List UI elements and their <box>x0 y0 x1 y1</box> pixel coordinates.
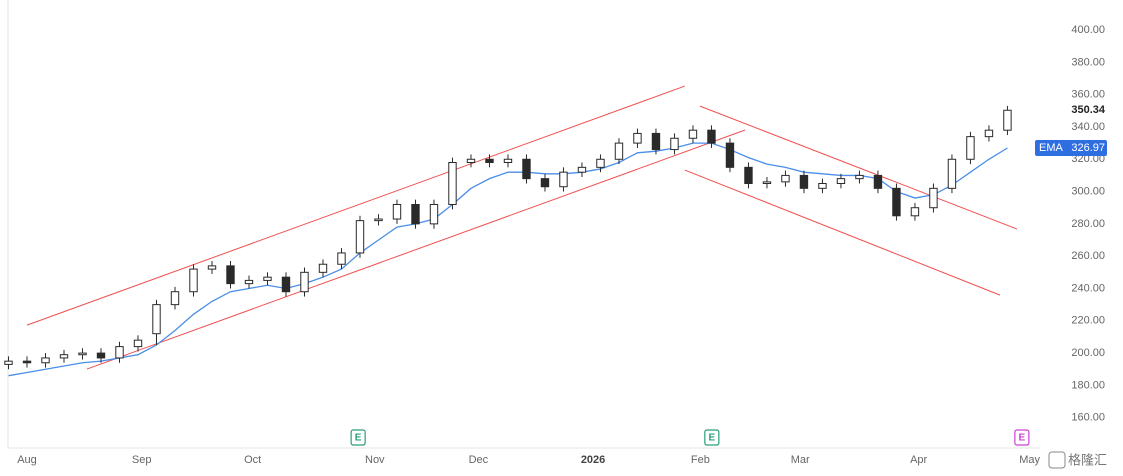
candle-body <box>429 203 439 225</box>
candle-body <box>984 129 994 138</box>
event-marker <box>350 429 366 446</box>
candle-body <box>762 181 772 184</box>
y-tick-label: 340.00 <box>1071 121 1105 133</box>
candle-body <box>133 339 143 348</box>
x-tick-label: Dec <box>469 454 489 466</box>
ema-tag-name: EMA <box>1039 142 1064 154</box>
x-tick-label: Aug <box>17 454 37 466</box>
event-marker <box>1014 429 1030 446</box>
candle-body <box>4 360 13 365</box>
candle-body <box>781 174 790 183</box>
y-tick-label: 160.00 <box>1071 412 1105 424</box>
candle-body <box>818 182 827 189</box>
candle-body <box>152 304 161 335</box>
candle-body <box>244 279 254 285</box>
candle-body <box>115 346 124 359</box>
candle-body <box>522 158 531 180</box>
candle-body <box>337 252 346 265</box>
plot-area <box>4 85 1018 377</box>
candle-body <box>448 161 457 205</box>
candle-body <box>96 352 106 359</box>
candle-body <box>799 174 809 189</box>
x-tick-label: May <box>1019 454 1040 466</box>
y-tick-label: 300.00 <box>1071 185 1105 197</box>
trend-line <box>26 85 685 326</box>
watermark-icon <box>1048 451 1066 469</box>
y-tick-label: 180.00 <box>1071 379 1105 391</box>
candle-body <box>614 142 624 160</box>
x-tick-label: Mar <box>791 454 810 466</box>
candle-body <box>725 142 735 168</box>
candle-body <box>688 129 698 139</box>
candle-body <box>189 268 198 293</box>
watermark-text: 格隆汇 <box>1068 452 1107 467</box>
y-tick-label: 200.00 <box>1071 347 1105 359</box>
x-tick-label: 2026 <box>581 454 605 466</box>
y-tick-label: 320.00 <box>1071 153 1105 165</box>
candle-body <box>707 129 716 144</box>
candle-body <box>226 265 235 285</box>
y-tick-label: 280.00 <box>1071 218 1105 230</box>
ema-tag-value: 326.97 <box>1071 142 1105 154</box>
candle-body <box>41 357 50 364</box>
candle-body <box>59 354 69 359</box>
candle-body <box>559 171 568 188</box>
candle-body <box>966 136 975 160</box>
x-tick-label: Oct <box>244 454 261 466</box>
candle-body <box>170 291 180 306</box>
candle-body <box>207 265 217 270</box>
trend-line <box>86 129 746 370</box>
candle-body <box>374 218 383 222</box>
y-tick-label: 220.00 <box>1071 315 1105 327</box>
candle-body <box>596 158 605 168</box>
y-tick-label: 360.00 <box>1071 89 1105 101</box>
candle-body <box>466 158 476 163</box>
candle-body <box>855 174 864 180</box>
trend-line <box>699 105 1018 230</box>
candle-body <box>318 263 328 273</box>
last-price-label: 350.34 <box>1071 104 1106 116</box>
y-tick-label: 240.00 <box>1071 282 1105 294</box>
candle-body <box>411 203 420 225</box>
candle-body <box>633 132 642 144</box>
candle-body <box>78 352 87 356</box>
candle-body <box>670 137 679 151</box>
x-tick-label: Apr <box>910 454 927 466</box>
candle-body <box>485 158 494 163</box>
candle-body <box>651 132 661 151</box>
candle-body <box>744 166 753 184</box>
candle-body <box>263 276 272 281</box>
event-label: E <box>1019 433 1026 444</box>
x-tick-label: Feb <box>691 454 710 466</box>
candle-body <box>392 203 402 220</box>
candle-body <box>892 187 901 217</box>
y-tick-label: 260.00 <box>1071 250 1105 262</box>
y-tick-label: 380.00 <box>1071 56 1105 68</box>
trend-line <box>684 169 1001 296</box>
candle-body <box>300 271 309 293</box>
candle-body <box>929 187 938 209</box>
candle-body <box>577 166 587 173</box>
candle-body <box>281 276 291 293</box>
event-marker <box>704 429 720 446</box>
y-tick-label: 400.00 <box>1071 24 1105 36</box>
candle-body <box>22 360 32 364</box>
candle-body <box>947 158 957 189</box>
ema-tag <box>1035 140 1107 157</box>
candle-body <box>540 178 550 188</box>
x-tick-label: Sep <box>132 454 152 466</box>
candle-body <box>1003 109 1012 131</box>
watermark: 格隆汇 <box>1048 451 1107 469</box>
x-tick-label: Nov <box>365 454 385 466</box>
event-label: E <box>708 433 715 444</box>
candle-body <box>503 158 513 163</box>
candle-body <box>836 178 846 184</box>
candle-body <box>355 220 365 254</box>
candle-body <box>873 174 883 189</box>
event-label: E <box>355 433 362 444</box>
candle-body <box>910 207 920 217</box>
